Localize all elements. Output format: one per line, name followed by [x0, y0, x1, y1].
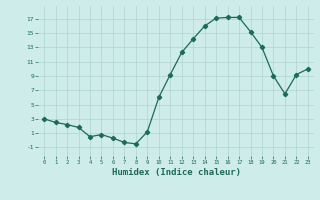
X-axis label: Humidex (Indice chaleur): Humidex (Indice chaleur) [111, 168, 241, 177]
